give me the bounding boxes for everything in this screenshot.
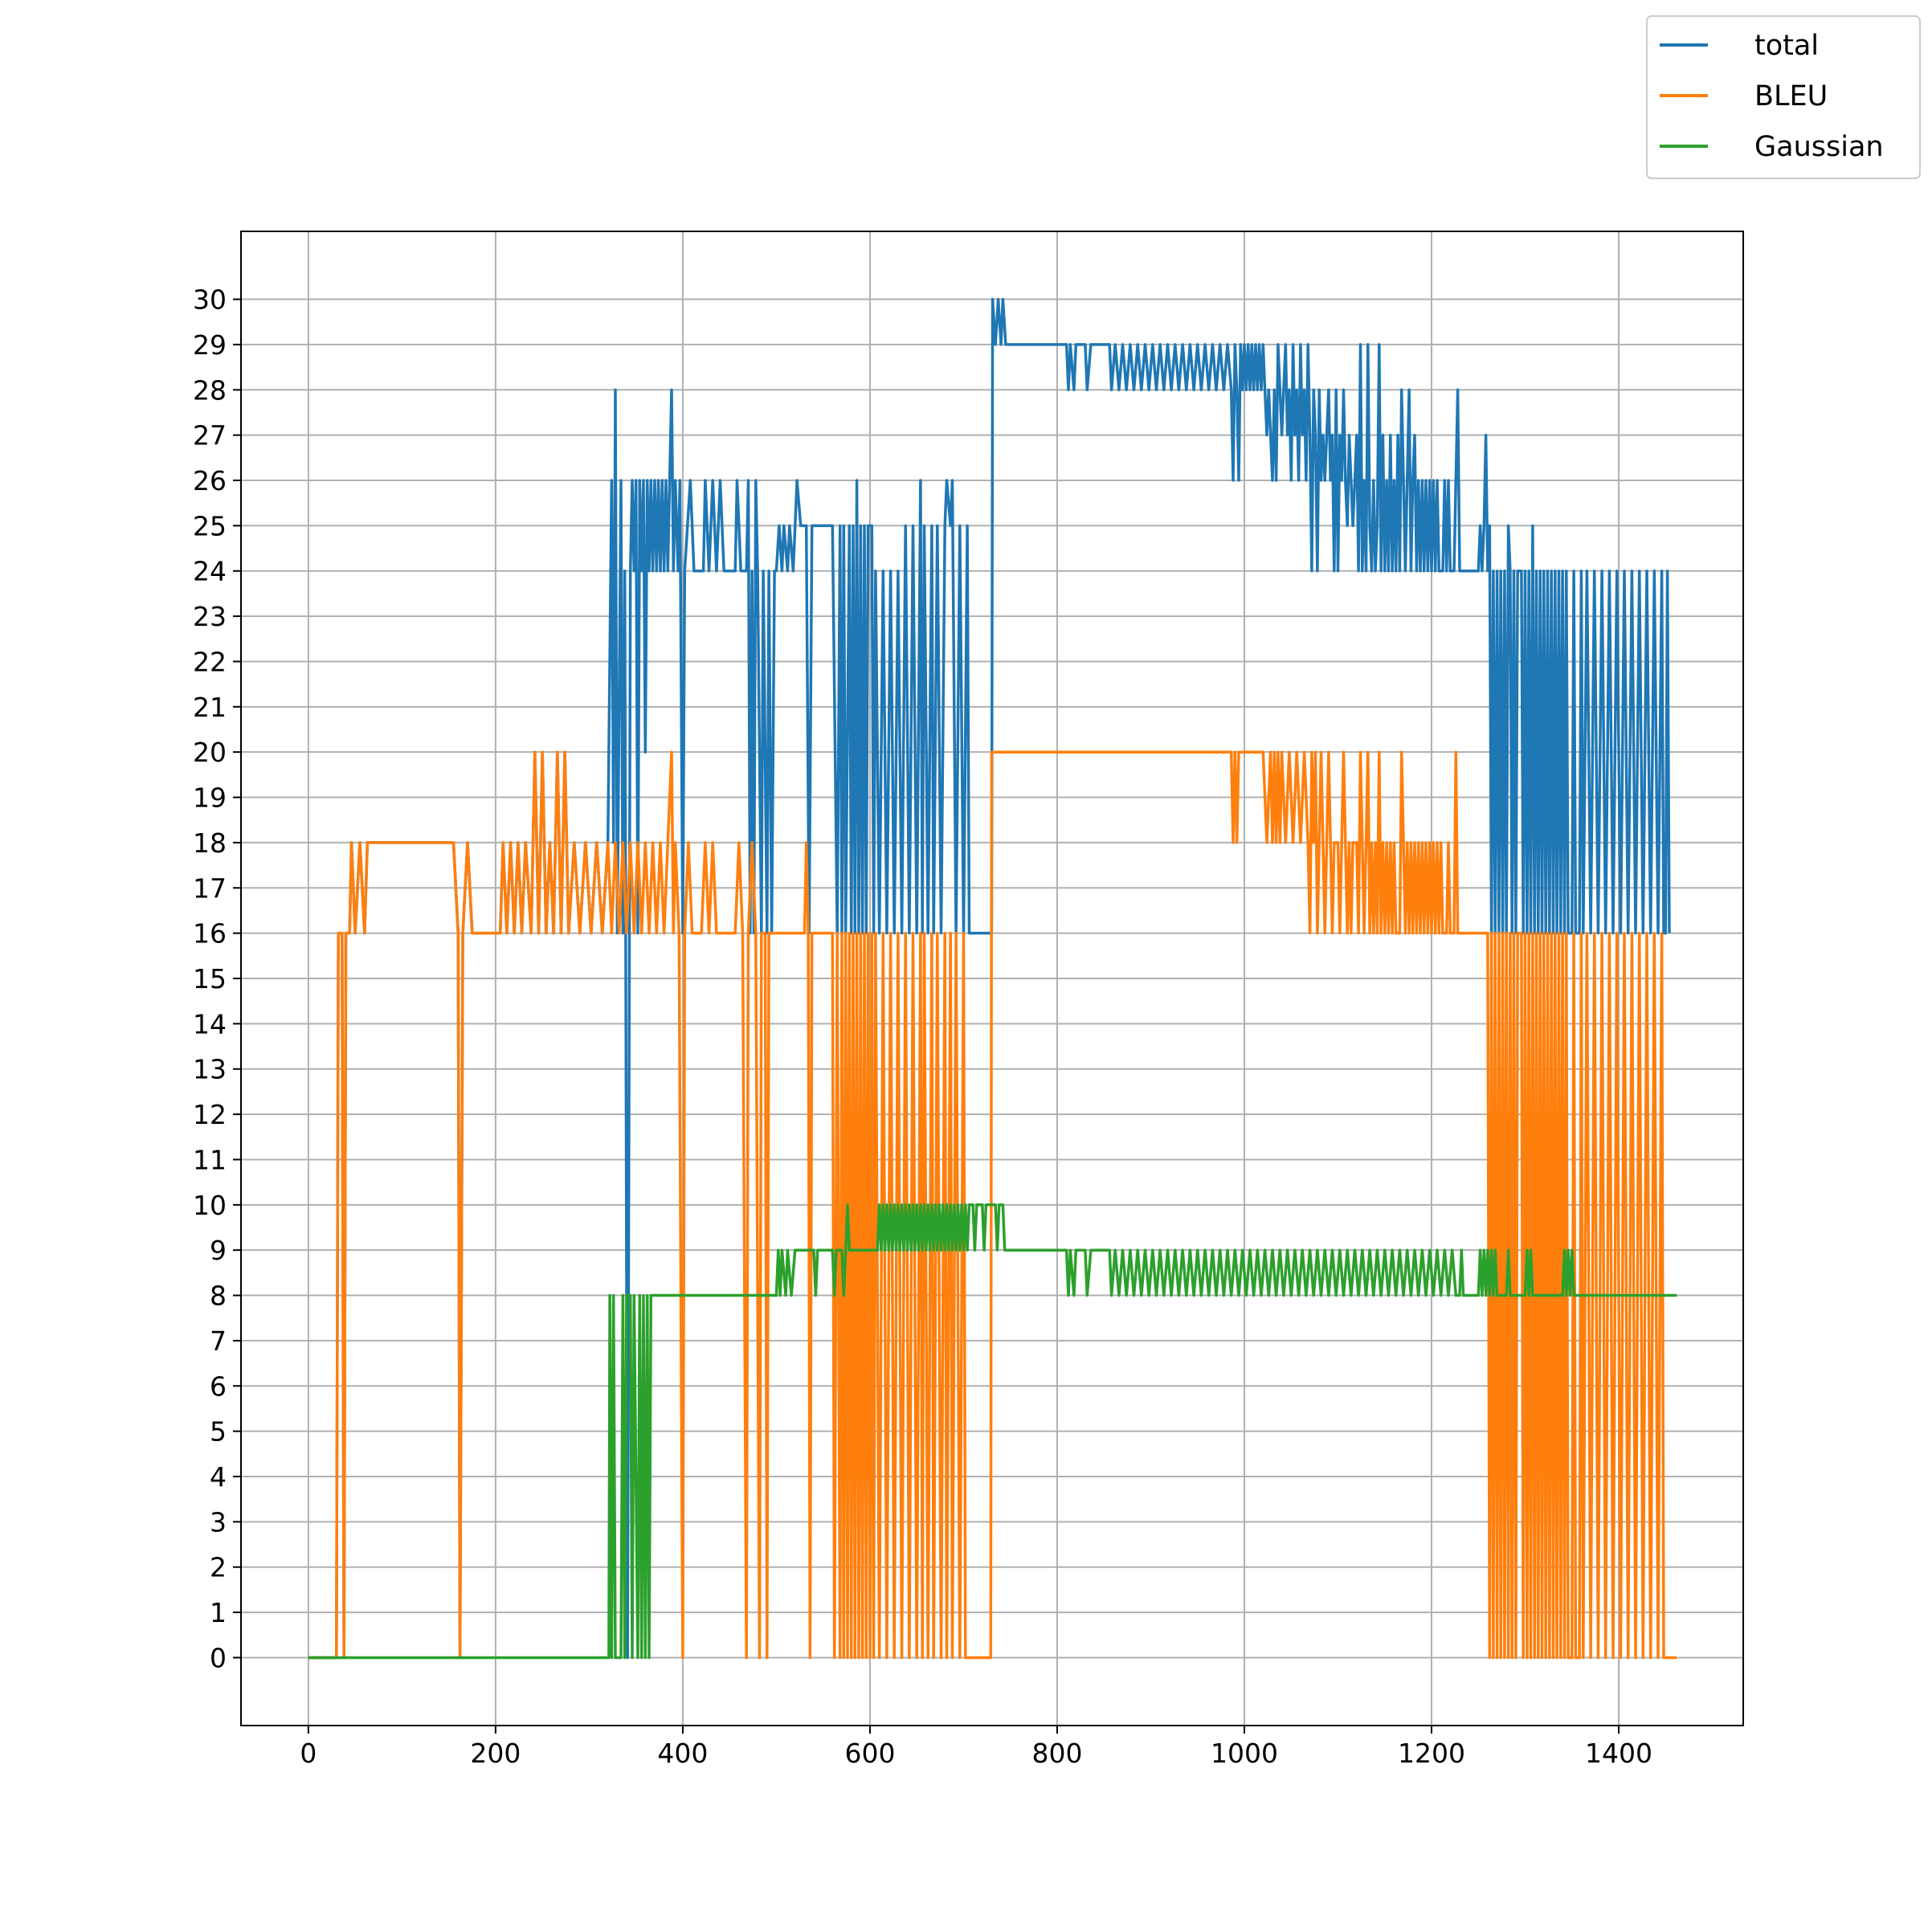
x-tick-label: 800 (1031, 1738, 1082, 1769)
y-tick-label: 11 (193, 1144, 227, 1175)
y-tick-label: 17 (193, 872, 227, 904)
y-tick-label: 13 (193, 1054, 227, 1085)
y-tick-label: 25 (193, 510, 227, 541)
y-tick-label: 8 (210, 1281, 227, 1312)
y-tick-label: 19 (193, 782, 227, 814)
y-tick-label: 5 (210, 1416, 227, 1448)
y-tick-label: 10 (193, 1190, 227, 1221)
y-tick-label: 30 (193, 284, 227, 316)
y-tick-label: 21 (193, 692, 227, 723)
y-tick-label: 14 (193, 1008, 227, 1040)
series-line-bleu (308, 750, 1677, 1660)
y-tick-label: 12 (193, 1099, 227, 1130)
y-tick-label: 6 (210, 1370, 227, 1402)
y-tick-label: 24 (193, 556, 227, 587)
y-tick-label: 16 (193, 918, 227, 950)
legend-box (1646, 15, 1921, 179)
x-tick-label: 200 (470, 1738, 521, 1769)
y-tick-label: 4 (210, 1461, 227, 1493)
y-tick-label: 9 (210, 1235, 227, 1266)
series-line-total (308, 297, 1671, 1660)
x-tick-label: 1200 (1398, 1738, 1465, 1769)
x-tick-label: 0 (300, 1738, 317, 1769)
y-tick-label: 20 (193, 737, 227, 768)
y-tick-label: 23 (193, 601, 227, 632)
x-axis: 0 200 400 600 800 1000 1200 1400 (300, 1726, 1652, 1769)
legend: total BLEU Gaussian (1646, 15, 1921, 179)
x-tick-label: 400 (657, 1738, 708, 1769)
x-tick-label: 1000 (1211, 1738, 1278, 1769)
y-tick-label: 18 (193, 827, 227, 859)
y-tick-label: 7 (210, 1325, 227, 1357)
legend-label-total: total (1754, 30, 1819, 62)
x-tick-label: 1400 (1585, 1738, 1652, 1769)
legend-label-gaussian: Gaussian (1754, 131, 1884, 163)
y-tick-label: 27 (193, 420, 227, 451)
series-layer (308, 297, 1677, 1660)
x-tick-label: 600 (844, 1738, 895, 1769)
legend-label-bleu: BLEU (1754, 80, 1828, 112)
y-tick-label: 26 (193, 465, 227, 496)
y-tick-label: 2 (210, 1552, 227, 1583)
y-tick-label: 0 (210, 1642, 227, 1673)
y-tick-label: 15 (193, 963, 227, 995)
series-line-gaussian (308, 1203, 1677, 1660)
y-tick-label: 28 (193, 374, 227, 406)
y-tick-label: 22 (193, 646, 227, 677)
y-tick-label: 3 (210, 1506, 227, 1538)
y-axis: 0123456789101112131415161718192021222324… (193, 284, 241, 1673)
y-tick-label: 1 (210, 1597, 227, 1628)
y-tick-label: 29 (193, 329, 227, 361)
